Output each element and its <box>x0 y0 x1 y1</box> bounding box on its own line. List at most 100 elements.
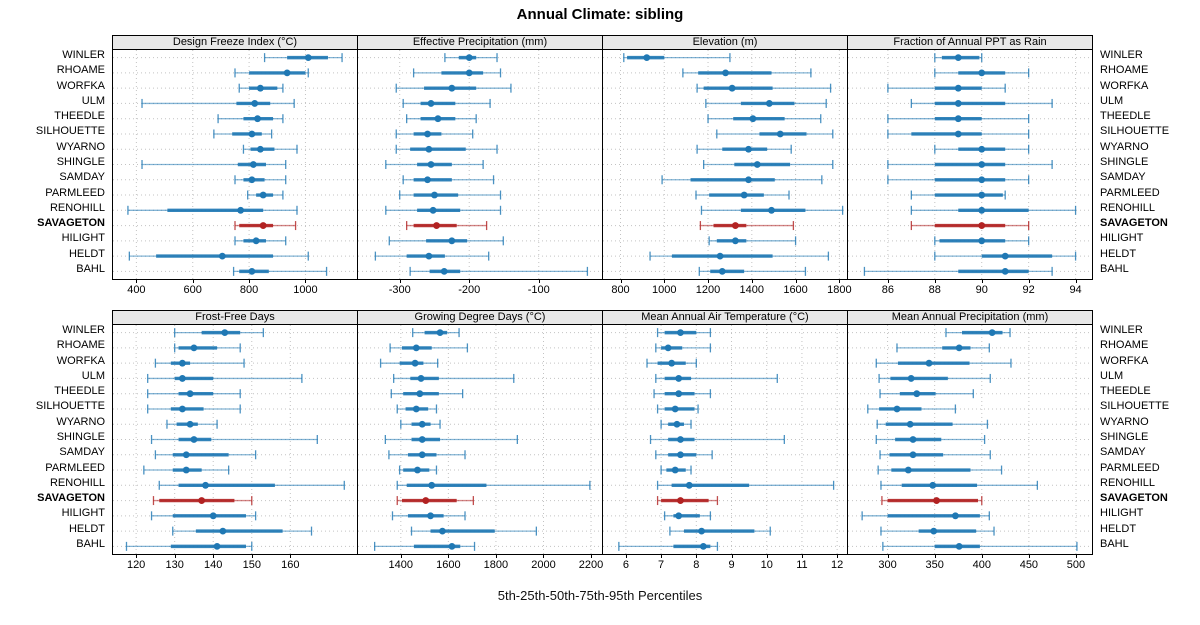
station-label-right-hilight: HILIGHT <box>1100 232 1144 245</box>
median-dot <box>675 512 683 520</box>
x-tick-label: 500 <box>1066 559 1086 571</box>
x-tick-mark <box>448 554 450 558</box>
median-dot <box>913 390 921 398</box>
panel-plot-area <box>602 50 848 280</box>
station-label-left-heldt: HELDT <box>68 247 105 260</box>
x-tick-mark <box>1075 279 1077 283</box>
panel-design-freeze-index-c: Design Freeze Index (°C) 400 600 800 1000 <box>112 35 358 296</box>
station-label-left-renohill: RENOHILL <box>49 476 105 489</box>
median-dot <box>930 527 938 535</box>
median-dot <box>427 512 434 520</box>
x-tick-mark <box>934 554 936 558</box>
median-dot <box>221 329 229 337</box>
station-label-right-ulm: ULM <box>1100 369 1124 382</box>
x-axis-design-freeze-index-c: 400 600 800 1000 <box>112 279 358 299</box>
median-dot <box>249 161 257 168</box>
x-axis-frost-free-days: 120 130 140 150 160 <box>112 554 358 574</box>
station-label-right-savageton: SAVAGETON <box>1100 217 1168 230</box>
median-dot <box>186 390 194 398</box>
x-tick-label: 7 <box>658 559 665 571</box>
x-tick-mark <box>795 279 797 283</box>
median-dot <box>248 267 256 275</box>
station-label-right-worfka: WORFKA <box>1100 79 1149 92</box>
x-tick-mark <box>1028 279 1030 283</box>
strip-title: Elevation (m) <box>602 35 848 50</box>
x-tick-mark <box>251 554 253 558</box>
median-dot <box>427 100 435 107</box>
median-dot <box>978 191 986 199</box>
x-tick-label: 130 <box>165 559 184 571</box>
station-label-left-rhoame: RHOAME <box>56 64 105 77</box>
station-labels-right: WINLER RHOAME WORFKA ULM THEEDLE SILHOUETTE WY… <box>1100 48 1200 277</box>
median-dot <box>254 115 261 123</box>
median-dot <box>951 512 959 520</box>
median-dot <box>434 115 442 123</box>
median-dot <box>668 359 676 367</box>
x-tick-label: -300 <box>388 284 411 296</box>
median-dot <box>699 542 707 550</box>
median-dot <box>731 222 739 229</box>
station-label-left-parmleed: PARMLEED <box>45 186 105 199</box>
station-label-left-renohill: RENOHILL <box>49 201 105 214</box>
station-label-left-theedle: THEEDLE <box>54 110 105 123</box>
panel-plot-area <box>602 325 848 555</box>
station-label-right-samday: SAMDAY <box>1100 446 1146 459</box>
median-dot <box>427 161 435 168</box>
x-tick-mark <box>751 279 753 283</box>
station-label-left-winler: WINLER <box>62 49 105 62</box>
station-label-right-savageton: SAVAGETON <box>1100 492 1168 505</box>
station-label-left-ulm: ULM <box>81 94 105 107</box>
x-tick-label: 11 <box>796 559 808 571</box>
x-tick-label: 8 <box>693 559 700 571</box>
x-tick-label: 1000 <box>652 284 677 296</box>
x-tick-mark <box>708 279 710 283</box>
median-dot <box>955 542 963 550</box>
x-tick-label: 800 <box>239 284 259 296</box>
x-tick-mark <box>887 279 889 283</box>
median-dot <box>978 69 986 77</box>
median-dot <box>731 237 739 245</box>
station-label-right-silhouette: SILHOUETTE <box>1100 400 1170 413</box>
median-dot <box>1001 252 1009 260</box>
station-labels-right: WINLER RHOAME WORFKA ULM THEEDLE SILHOUETTE WY… <box>1100 323 1200 552</box>
x-tick-label: 1200 <box>695 284 721 296</box>
panel-svg-mean-annual-air-temperature-c <box>603 325 847 554</box>
median-dot <box>182 466 190 474</box>
x-tick-label: 2200 <box>578 559 604 571</box>
x-axis-fraction-of-annual-ppt-as-rain: 86 88 90 92 94 <box>847 279 1093 299</box>
median-dot <box>448 542 456 550</box>
strip-title: Mean Annual Precipitation (mm) <box>847 310 1093 325</box>
x-tick-mark <box>543 554 545 558</box>
station-label-right-heldt: HELDT <box>1100 522 1137 535</box>
x-tick-label: 450 <box>1019 559 1039 571</box>
station-label-left-hilight: HILIGHT <box>61 507 105 520</box>
median-dot <box>448 84 456 92</box>
x-tick-mark <box>538 279 540 283</box>
x-axis-mean-annual-precipitation-mm: 300 350 400 450 500 <box>847 554 1093 574</box>
median-dot <box>978 161 986 168</box>
x-tick-mark <box>399 279 401 283</box>
x-tick-mark <box>213 554 215 558</box>
x-tick-mark <box>981 554 983 558</box>
station-label-right-bahl: BAHL <box>1100 537 1129 550</box>
x-tick-mark <box>591 554 593 558</box>
x-tick-label: 600 <box>183 284 202 296</box>
station-label-left-wyarno: WYARNO <box>56 415 105 428</box>
median-dot <box>429 206 437 214</box>
x-tick-label: 1400 <box>388 559 414 571</box>
station-label-right-theedle: THEEDLE <box>1100 110 1151 123</box>
x-tick-label: 9 <box>728 559 735 571</box>
median-dot <box>904 466 912 474</box>
x-tick-label: 94 <box>1069 284 1082 296</box>
x-tick-mark <box>661 554 663 558</box>
panel-plot-area <box>847 50 1093 280</box>
strip-title: Frost-Free Days <box>112 310 358 325</box>
x-tick-mark <box>1075 554 1077 558</box>
median-dot <box>906 420 914 428</box>
x-tick-mark <box>731 554 733 558</box>
panel-fraction-of-annual-ppt-as-rain: Fraction of Annual PPT as Rain 86 88 90 92 94 <box>847 35 1093 296</box>
x-tick-mark <box>290 554 292 558</box>
panel-row-bottom: WINLER RHOAME WORFKA ULM THEEDLE SILHOUETTE WY… <box>0 310 1200 590</box>
median-dot <box>677 436 684 443</box>
